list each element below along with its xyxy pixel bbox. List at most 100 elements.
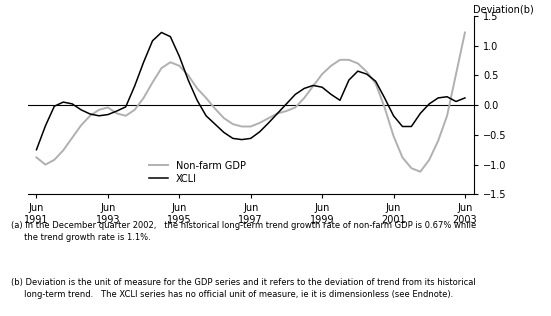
- XCLI: [301, 87, 307, 90]
- XCLI: [239, 138, 245, 142]
- XCLI: [141, 60, 147, 64]
- XCLI: [328, 93, 334, 96]
- XCLI: [247, 137, 254, 140]
- XCLI: [372, 79, 379, 83]
- Non-farm GDP: [408, 166, 415, 170]
- Non-farm GDP: [444, 114, 450, 118]
- Non-farm GDP: [283, 109, 290, 113]
- Non-farm GDP: [435, 139, 441, 143]
- Non-farm GDP: [149, 81, 156, 84]
- XCLI: [345, 78, 352, 82]
- XCLI: [274, 112, 281, 115]
- Non-farm GDP: [42, 163, 48, 167]
- XCLI: [283, 102, 290, 106]
- Line: XCLI: XCLI: [36, 33, 465, 150]
- Non-farm GDP: [141, 96, 147, 100]
- XCLI: [69, 102, 75, 106]
- Non-farm GDP: [274, 112, 281, 115]
- Legend: Non-farm GDP, XCLI: Non-farm GDP, XCLI: [145, 157, 250, 188]
- Non-farm GDP: [265, 116, 272, 120]
- XCLI: [230, 137, 236, 140]
- Non-farm GDP: [328, 64, 334, 68]
- XCLI: [399, 125, 406, 128]
- XCLI: [364, 72, 370, 76]
- XCLI: [426, 102, 433, 106]
- Non-farm GDP: [292, 106, 299, 109]
- XCLI: [114, 109, 120, 113]
- Non-farm GDP: [453, 72, 460, 76]
- XCLI: [167, 35, 174, 39]
- XCLI: [220, 131, 227, 134]
- Non-farm GDP: [239, 125, 245, 128]
- XCLI: [354, 69, 361, 73]
- Non-farm GDP: [319, 72, 326, 76]
- Non-farm GDP: [426, 158, 433, 162]
- Non-farm GDP: [230, 122, 236, 126]
- Non-farm GDP: [87, 114, 93, 118]
- XCLI: [78, 108, 84, 112]
- XCLI: [176, 54, 182, 58]
- Non-farm GDP: [158, 66, 165, 70]
- Non-farm GDP: [381, 106, 388, 109]
- Non-farm GDP: [345, 58, 352, 62]
- XCLI: [444, 95, 450, 99]
- XCLI: [381, 96, 388, 100]
- Non-farm GDP: [203, 96, 209, 100]
- XCLI: [319, 85, 326, 89]
- XCLI: [265, 121, 272, 125]
- Non-farm GDP: [364, 70, 370, 74]
- XCLI: [390, 114, 397, 118]
- Non-farm GDP: [122, 114, 129, 118]
- XCLI: [33, 148, 40, 152]
- XCLI: [158, 31, 165, 34]
- XCLI: [105, 113, 111, 117]
- Non-farm GDP: [185, 73, 192, 77]
- Non-farm GDP: [462, 31, 468, 34]
- Non-farm GDP: [167, 60, 174, 64]
- Non-farm GDP: [78, 124, 84, 127]
- Non-farm GDP: [301, 96, 307, 100]
- XCLI: [194, 98, 201, 102]
- XCLI: [149, 39, 156, 43]
- XCLI: [337, 98, 343, 102]
- XCLI: [310, 83, 316, 87]
- XCLI: [256, 130, 263, 134]
- Non-farm GDP: [60, 149, 67, 152]
- XCLI: [185, 78, 192, 82]
- XCLI: [60, 100, 67, 104]
- Non-farm GDP: [247, 125, 254, 128]
- Text: Deviation(b): Deviation(b): [473, 4, 534, 14]
- Non-farm GDP: [33, 155, 40, 159]
- Non-farm GDP: [354, 62, 361, 65]
- XCLI: [435, 96, 441, 100]
- XCLI: [417, 112, 424, 115]
- Non-farm GDP: [176, 64, 182, 68]
- XCLI: [292, 93, 299, 96]
- Non-farm GDP: [399, 155, 406, 159]
- Non-farm GDP: [417, 170, 424, 173]
- XCLI: [122, 105, 129, 109]
- Non-farm GDP: [390, 134, 397, 138]
- XCLI: [87, 112, 93, 116]
- Non-farm GDP: [105, 106, 111, 109]
- Non-farm GDP: [131, 108, 138, 112]
- XCLI: [212, 122, 218, 126]
- Non-farm GDP: [337, 58, 343, 62]
- XCLI: [462, 96, 468, 100]
- XCLI: [42, 124, 48, 128]
- XCLI: [408, 125, 415, 128]
- Non-farm GDP: [96, 108, 102, 112]
- Non-farm GDP: [51, 158, 58, 162]
- XCLI: [51, 104, 58, 108]
- Non-farm GDP: [69, 136, 75, 140]
- Non-farm GDP: [194, 87, 201, 90]
- XCLI: [203, 114, 209, 118]
- XCLI: [96, 114, 102, 118]
- Non-farm GDP: [372, 82, 379, 86]
- Text: (b) Deviation is the unit of measure for the GDP series and it refers to the dev: (b) Deviation is the unit of measure for…: [11, 278, 476, 299]
- Non-farm GDP: [256, 121, 263, 125]
- XCLI: [131, 84, 138, 88]
- Line: Non-farm GDP: Non-farm GDP: [36, 33, 465, 172]
- Non-farm GDP: [212, 107, 218, 111]
- Text: (a) In the December quarter 2002,   the historical long-term trend growth rate o: (a) In the December quarter 2002, the hi…: [11, 221, 476, 242]
